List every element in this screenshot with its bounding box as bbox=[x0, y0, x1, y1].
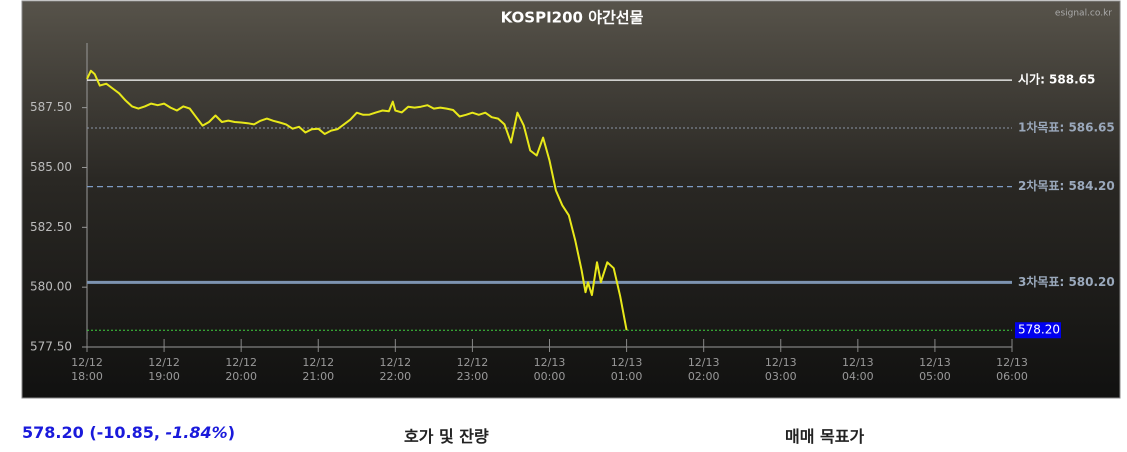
x-tick-label: 12/12 21:00 bbox=[302, 356, 334, 383]
quote-text: ) bbox=[227, 423, 235, 442]
chart-title: KOSPI200 야간선물 bbox=[501, 9, 644, 27]
x-tick-label: 12/12 18:00 bbox=[71, 356, 103, 383]
x-tick-label-date: 12/13 bbox=[534, 356, 566, 369]
x-tick-label-time: 20:00 bbox=[225, 370, 257, 383]
x-tick-label-time: 21:00 bbox=[302, 370, 334, 383]
x-tick-label: 12/12 23:00 bbox=[457, 356, 489, 383]
x-tick-label-date: 12/13 bbox=[919, 356, 951, 369]
reference-label: 시가: 588.65 bbox=[1018, 72, 1095, 87]
chart: KOSPI200 야간선물 esignal.co.kr 577.50 580.00… bbox=[21, 0, 1121, 399]
x-tick-label-time: 00:00 bbox=[534, 370, 566, 383]
x-tick-label-time: 18:00 bbox=[71, 370, 103, 383]
x-tick-label-time: 06:00 bbox=[996, 370, 1028, 383]
x-tick-label-date: 12/12 bbox=[148, 356, 180, 369]
x-tick-label-time: 03:00 bbox=[765, 370, 797, 383]
x-tick-label-time: 05:00 bbox=[919, 370, 951, 383]
y-tick-label: 585.00 bbox=[30, 160, 72, 174]
orderbook-heading[interactable]: 호가 및 잔량 bbox=[404, 427, 489, 446]
x-tick-label-time: 22:00 bbox=[379, 370, 411, 383]
x-tick-label: 12/12 19:00 bbox=[148, 356, 180, 383]
targets-heading[interactable]: 매매 목표가 bbox=[785, 427, 865, 446]
reference-label: 3차목표: 580.20 bbox=[1018, 274, 1115, 289]
x-tick-label-date: 12/12 bbox=[379, 356, 411, 369]
x-tick-label: 12/12 20:00 bbox=[225, 356, 257, 383]
reference-label: 1차목표: 586.65 bbox=[1018, 119, 1115, 134]
x-tick-label-date: 12/12 bbox=[71, 356, 103, 369]
x-tick-label: 12/13 05:00 bbox=[919, 356, 951, 383]
chart-background bbox=[21, 0, 1121, 399]
quote-pct: -1.84% bbox=[165, 423, 228, 442]
x-tick-label-date: 12/13 bbox=[765, 356, 797, 369]
y-tick-label: 577.50 bbox=[30, 340, 72, 354]
x-tick-label: 12/12 22:00 bbox=[379, 356, 411, 383]
x-tick-label-date: 12/13 bbox=[688, 356, 720, 369]
x-tick-label-date: 12/13 bbox=[842, 356, 874, 369]
x-tick-label-time: 01:00 bbox=[611, 370, 643, 383]
x-tick-label-date: 12/13 bbox=[611, 356, 643, 369]
reference-label: 2차목표: 584.20 bbox=[1018, 178, 1115, 193]
quote: 578.20 (-10.85, -1.84%) bbox=[22, 423, 235, 442]
reference-label-box bbox=[1015, 322, 1061, 339]
y-tick-label: 582.50 bbox=[30, 220, 72, 234]
x-tick-label-time: 19:00 bbox=[148, 370, 180, 383]
x-tick-label: 12/13 04:00 bbox=[842, 356, 874, 383]
x-tick-label: 12/13 01:00 bbox=[611, 356, 643, 383]
y-tick-label: 580.00 bbox=[30, 280, 72, 294]
x-tick-label: 12/13 06:00 bbox=[996, 356, 1028, 383]
price-line bbox=[86, 69, 628, 331]
x-tick-label-date: 12/12 bbox=[457, 356, 489, 369]
x-tick-label-date: 12/12 bbox=[225, 356, 257, 369]
x-tick-label-time: 04:00 bbox=[842, 370, 874, 383]
x-tick-label-time: 23:00 bbox=[457, 370, 489, 383]
x-tick-label: 12/13 02:00 bbox=[688, 356, 720, 383]
x-tick-label-time: 02:00 bbox=[688, 370, 720, 383]
watermark: esignal.co.kr bbox=[1055, 9, 1112, 19]
x-tick-label: 12/13 03:00 bbox=[765, 356, 797, 383]
reference-label: 578.20 bbox=[1018, 323, 1060, 337]
x-tick-label-date: 12/12 bbox=[302, 356, 334, 369]
quote-text: 578.20 (-10.85, bbox=[22, 423, 166, 442]
x-tick-label: 12/13 00:00 bbox=[534, 356, 566, 383]
y-tick-label: 587.50 bbox=[30, 100, 72, 114]
x-tick-label-date: 12/13 bbox=[996, 356, 1028, 369]
